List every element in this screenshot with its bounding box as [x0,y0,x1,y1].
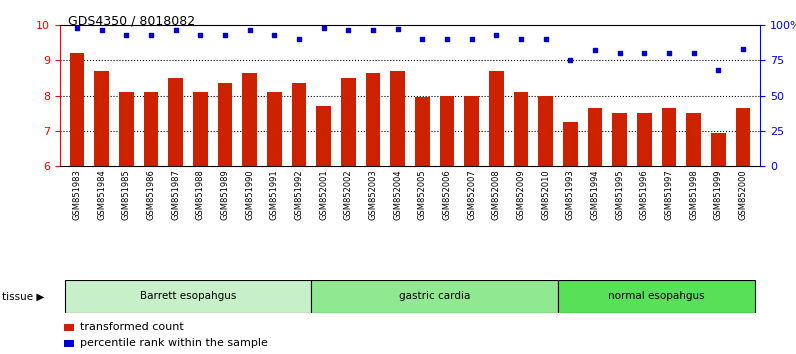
Bar [193,92,208,166]
Point [539,36,552,42]
Point [71,25,84,30]
Point [564,57,576,63]
Point [514,36,527,42]
Point [662,50,675,56]
Point [96,28,108,33]
Bar [168,78,183,166]
Point [416,36,428,42]
Point [367,28,380,33]
Point [392,26,404,32]
Bar [637,113,652,166]
Bar [612,113,627,166]
Point [638,50,650,56]
Point [268,32,281,38]
Text: Barrett esopahgus: Barrett esopahgus [140,291,236,302]
Bar [415,97,430,166]
Bar [390,71,405,166]
Point [342,28,355,33]
Point [293,36,306,42]
Point [490,32,502,38]
Bar [513,92,529,166]
Point [613,50,626,56]
Point [465,36,478,42]
Bar [661,108,677,166]
Bar [341,78,356,166]
Point [736,46,749,52]
Bar [711,133,726,166]
Bar [143,92,158,166]
Point [712,67,724,73]
Bar [94,71,109,166]
Bar [267,92,282,166]
Bar [439,96,455,166]
Bar [563,122,578,166]
Bar [311,280,558,313]
Bar [736,108,751,166]
Text: gastric cardia: gastric cardia [399,291,470,302]
Bar [686,113,701,166]
Text: tissue ▶: tissue ▶ [2,291,44,302]
Bar [558,280,755,313]
Point [170,28,182,33]
Text: normal esopahgus: normal esopahgus [608,291,705,302]
Bar [316,106,331,166]
Text: transformed count: transformed count [80,322,184,332]
Bar [489,71,504,166]
Point [318,25,330,30]
Point [244,28,256,33]
Point [687,50,700,56]
Bar [242,73,257,166]
Bar [291,83,306,166]
Point [145,32,158,38]
Point [219,32,232,38]
Point [194,32,207,38]
Text: percentile rank within the sample: percentile rank within the sample [80,338,268,348]
Bar [119,92,134,166]
Bar [64,280,311,313]
Bar [587,108,603,166]
Bar [365,73,380,166]
Point [120,32,133,38]
Bar [217,83,232,166]
Point [588,47,601,53]
Text: GDS4350 / 8018082: GDS4350 / 8018082 [68,14,195,27]
Bar [538,96,553,166]
Bar [464,96,479,166]
Bar [69,53,84,166]
Point [440,36,453,42]
